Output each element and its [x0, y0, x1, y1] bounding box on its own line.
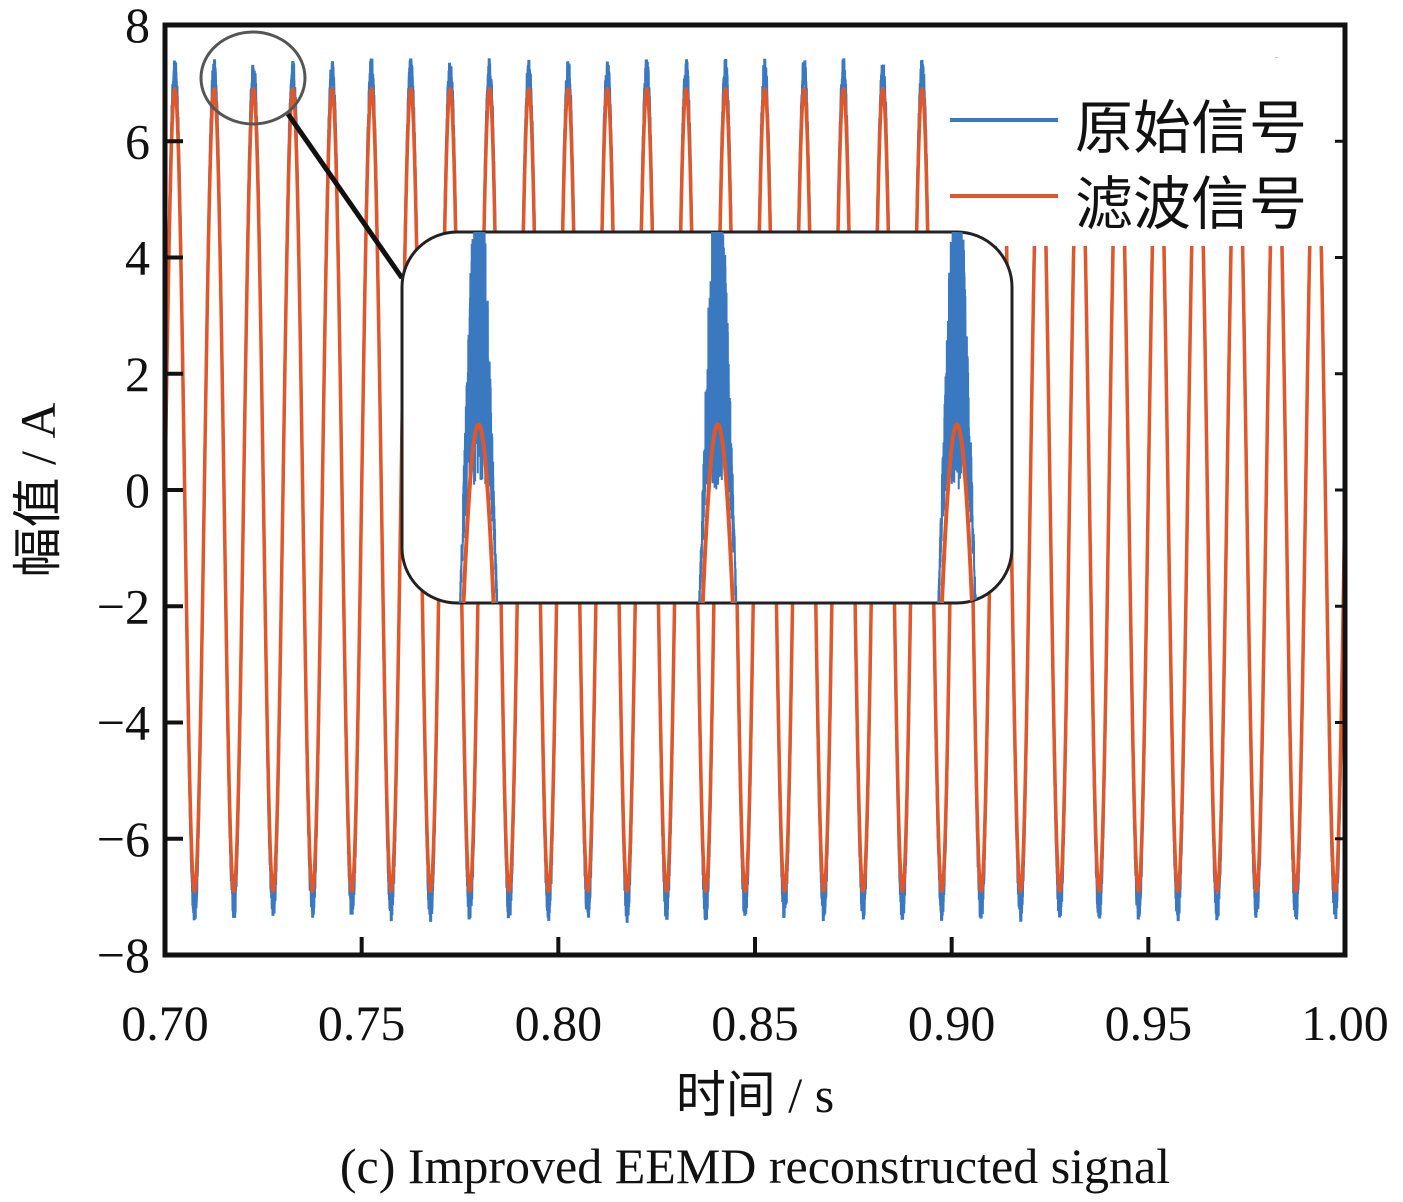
y-tick-label: 0 — [125, 462, 150, 518]
zoom-connector-line — [285, 112, 405, 280]
x-tick-label: 0.90 — [908, 995, 996, 1051]
inset-series-original — [402, 232, 1012, 603]
y-tick-label: 6 — [125, 113, 150, 169]
inset-series-filtered — [402, 422, 1012, 603]
x-tick-label: 0.95 — [1105, 995, 1193, 1051]
y-tick-label: 4 — [125, 230, 150, 286]
legend-label-original: 原始信号 — [1075, 96, 1307, 161]
x-tick-label: 0.85 — [711, 995, 799, 1051]
figure-caption: (c) Improved EEMD reconstructed signal — [340, 1138, 1170, 1194]
zoom-highlight-ellipse — [199, 30, 307, 126]
y-tick-label: −4 — [97, 695, 150, 751]
legend-box — [942, 58, 1344, 246]
y-tick-label: −6 — [97, 811, 150, 867]
x-axis-label: 时间 / s — [676, 1067, 834, 1123]
x-tick-label: 0.70 — [121, 995, 209, 1051]
x-tick-label: 1.00 — [1301, 995, 1389, 1051]
y-axis-label: 幅值 / A — [10, 403, 66, 578]
ticks: 0.70 0.75 0.80 0.85 0.90 0.95 1.00 8 6 4 2 0 −2 −4 −6 −… — [97, 0, 1389, 1051]
y-tick-label: −2 — [97, 578, 150, 634]
y-tick-label: 2 — [125, 346, 150, 402]
y-tick-label: 8 — [125, 0, 150, 53]
inset-plot — [402, 232, 1012, 603]
x-tick-label: 0.80 — [515, 995, 603, 1051]
legend-label-filtered: 滤波信号 — [1075, 172, 1307, 237]
x-tick-label: 0.75 — [318, 995, 406, 1051]
y-tick-label: −8 — [97, 927, 150, 983]
